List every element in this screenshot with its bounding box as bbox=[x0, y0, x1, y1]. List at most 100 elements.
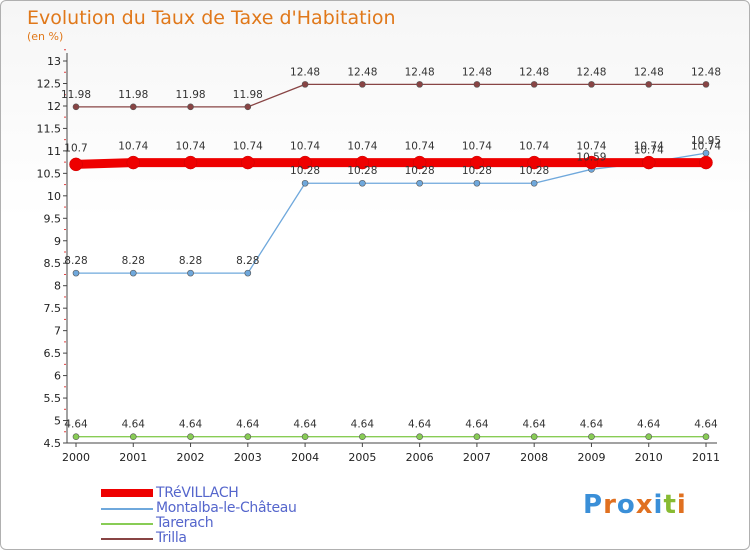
data-point bbox=[129, 269, 137, 277]
data-label: 10.74 bbox=[634, 145, 664, 157]
data-label: 4.64 bbox=[351, 419, 375, 431]
data-label: 8.28 bbox=[179, 255, 202, 267]
data-point bbox=[412, 155, 427, 170]
chart-title: Evolution du Taux de Taxe d'Habitation bbox=[27, 7, 396, 29]
data-label: 10.74 bbox=[519, 141, 549, 153]
series-line-3 bbox=[76, 83, 706, 108]
data-point bbox=[702, 81, 710, 88]
data-point bbox=[126, 155, 141, 170]
data-label: 10.74 bbox=[462, 141, 492, 153]
data-label: 4.64 bbox=[408, 419, 432, 431]
data-label: 11.98 bbox=[118, 89, 148, 101]
x-tick-label: 2002 bbox=[177, 451, 205, 464]
data-label: 10.95 bbox=[691, 135, 721, 147]
data-point bbox=[183, 155, 198, 170]
legend-swatch-montalba bbox=[101, 508, 153, 510]
data-label: 10.74 bbox=[290, 141, 320, 153]
x-tick-label: 2010 bbox=[635, 451, 663, 464]
y-tick-label: 12 bbox=[47, 100, 61, 113]
x-tick-label: 2011 bbox=[692, 451, 720, 464]
data-point bbox=[244, 433, 252, 441]
legend-label-tarerach: Tarerach bbox=[156, 515, 214, 531]
y-tick-label: 11 bbox=[47, 145, 61, 158]
data-point bbox=[527, 155, 541, 170]
data-point bbox=[244, 103, 252, 111]
data-point bbox=[473, 433, 481, 441]
data-label: 4.64 bbox=[293, 419, 317, 431]
data-point bbox=[470, 155, 484, 170]
data-point bbox=[72, 269, 80, 277]
proxiti-logo: Proxiti bbox=[583, 490, 687, 520]
data-label: 12.48 bbox=[691, 66, 721, 78]
x-tick-label: 2004 bbox=[291, 451, 319, 464]
y-tick-label: 5.5 bbox=[44, 392, 62, 405]
logo-letter: r bbox=[603, 490, 617, 520]
data-label: 11.98 bbox=[233, 89, 263, 101]
x-tick-label: 2008 bbox=[520, 451, 548, 464]
data-point bbox=[416, 81, 423, 88]
data-point bbox=[702, 433, 710, 441]
data-point bbox=[359, 179, 366, 187]
logo-letter: i bbox=[653, 490, 664, 520]
data-label: 10.74 bbox=[576, 141, 606, 153]
data-point bbox=[530, 81, 538, 88]
legend-label-montalba: Montalba-le-Château bbox=[156, 500, 297, 516]
data-point bbox=[301, 81, 309, 88]
logo-letter: t bbox=[663, 490, 677, 520]
data-label: 4.64 bbox=[122, 419, 146, 431]
legend-label-trevillach: TRéVILLACH bbox=[156, 485, 239, 501]
x-tick-label: 2005 bbox=[348, 451, 376, 464]
logo-letter: x bbox=[635, 490, 654, 520]
data-point bbox=[187, 433, 194, 441]
data-label: 4.64 bbox=[522, 419, 546, 431]
data-label: 10.74 bbox=[347, 141, 377, 153]
x-tick-label: 2007 bbox=[463, 451, 491, 464]
y-tick-label: 10.5 bbox=[37, 167, 62, 180]
data-label: 10.74 bbox=[634, 141, 664, 153]
data-point bbox=[355, 155, 370, 170]
x-tick-label: 2009 bbox=[577, 451, 605, 464]
data-label: 4.64 bbox=[236, 419, 260, 431]
data-label: 8.28 bbox=[122, 255, 145, 267]
data-point bbox=[359, 81, 366, 88]
data-label: 4.64 bbox=[580, 419, 604, 431]
data-point bbox=[588, 81, 595, 88]
data-label: 12.48 bbox=[290, 66, 320, 78]
logo-letter: o bbox=[616, 490, 636, 520]
y-tick-label: 8 bbox=[54, 280, 61, 293]
data-point bbox=[129, 433, 137, 441]
data-label: 4.64 bbox=[179, 419, 203, 431]
data-point bbox=[588, 433, 595, 441]
legend-swatch-trevillach bbox=[101, 489, 153, 497]
data-label: 10.28 bbox=[290, 165, 320, 177]
series-line-1 bbox=[76, 152, 707, 274]
data-label: 4.64 bbox=[637, 419, 661, 431]
data-label: 10.28 bbox=[519, 165, 549, 177]
y-tick-label: 6 bbox=[54, 370, 61, 383]
data-label: 11.98 bbox=[176, 89, 206, 101]
data-point bbox=[641, 155, 656, 170]
x-tick-label: 2006 bbox=[406, 451, 434, 464]
data-point bbox=[645, 433, 653, 441]
data-point bbox=[187, 103, 194, 111]
data-point bbox=[416, 179, 423, 187]
logo-letter: i bbox=[676, 490, 687, 520]
data-label: 10.74 bbox=[405, 141, 435, 153]
data-label: 10.7 bbox=[64, 142, 87, 154]
data-point bbox=[69, 157, 83, 172]
data-point bbox=[530, 433, 538, 441]
x-tick-label: 2001 bbox=[119, 451, 147, 464]
x-tick-label: 2003 bbox=[234, 451, 262, 464]
data-label: 12.48 bbox=[634, 66, 664, 78]
data-point bbox=[530, 179, 538, 187]
data-label: 10.59 bbox=[576, 151, 606, 163]
data-point bbox=[699, 155, 713, 170]
data-point bbox=[473, 81, 481, 88]
data-point bbox=[72, 433, 80, 441]
legend-swatch-tarerach bbox=[101, 523, 153, 525]
data-label: 10.74 bbox=[691, 141, 721, 153]
data-point bbox=[187, 269, 194, 277]
data-label: 10.74 bbox=[176, 141, 206, 153]
chart-subtitle: (en %) bbox=[27, 30, 64, 43]
